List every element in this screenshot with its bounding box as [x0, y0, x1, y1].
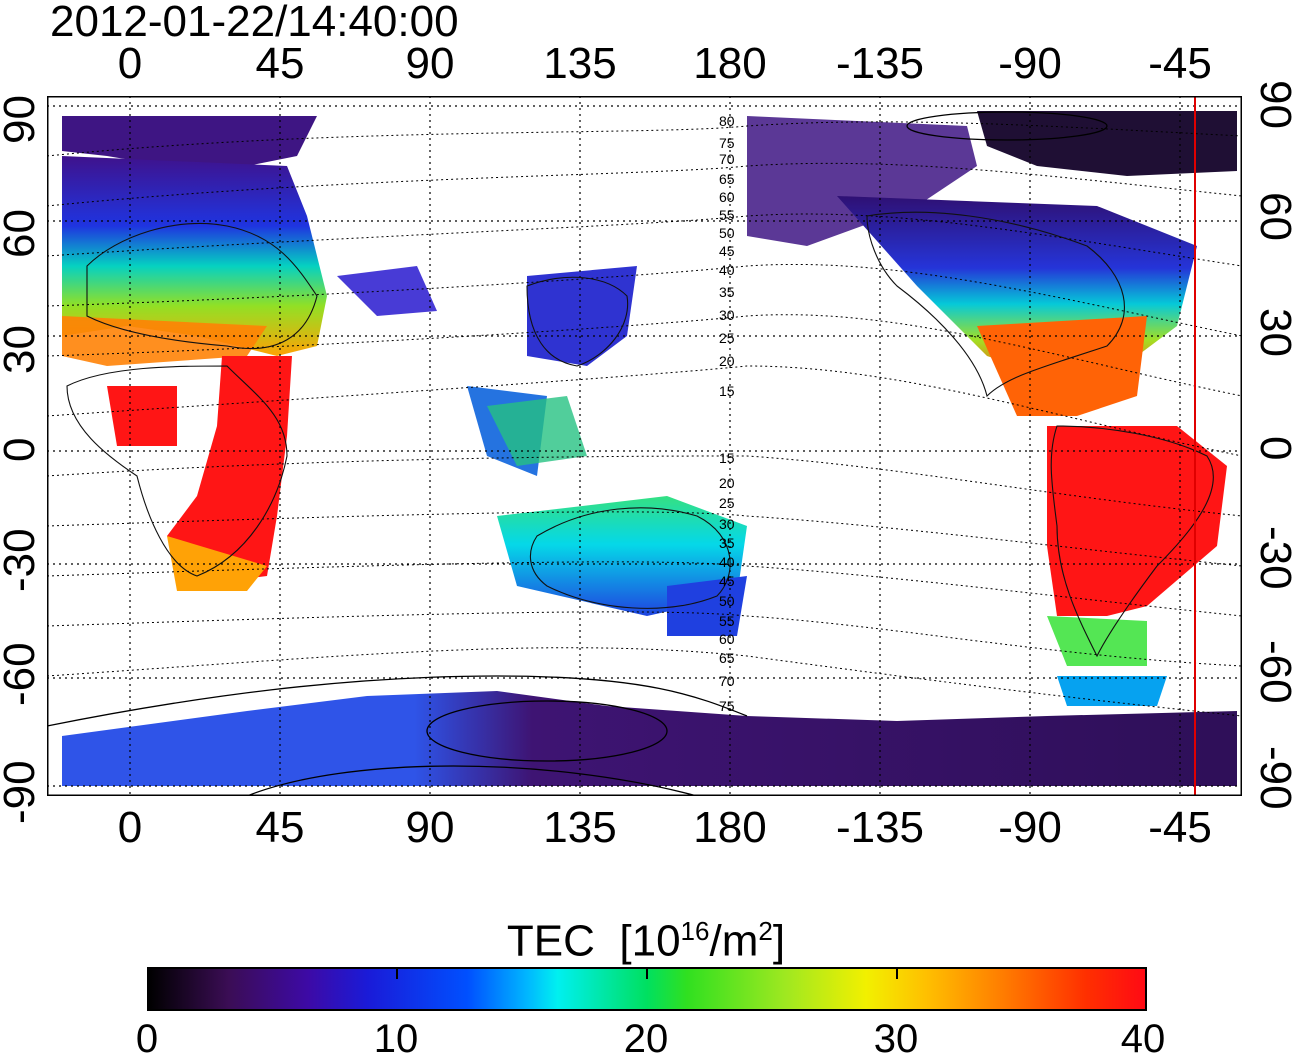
colorbar-unit-open: [10: [619, 916, 681, 966]
top-longitude-tick: -45: [1148, 39, 1212, 88]
top-longitude-tick: 180: [693, 39, 767, 88]
contour-label: 30: [719, 307, 735, 323]
polar-contours: [47, 111, 1108, 796]
colorbar-unit-close: ]: [772, 916, 786, 966]
contour-label: 40: [719, 262, 735, 278]
colorbar-tick-mark: [896, 967, 898, 979]
tec-data-layer: [62, 111, 1237, 786]
left-latitude-tick: 30: [0, 325, 44, 374]
map-frame: [47, 96, 1242, 796]
top-longitude-tick: 0: [117, 39, 143, 88]
left-latitude-tick: -90: [0, 760, 44, 824]
contour-label: 25: [719, 495, 735, 511]
colorbar-tick-mark: [646, 967, 648, 979]
left-latitude-tick: -30: [0, 528, 44, 592]
contour-label: 20: [719, 475, 735, 491]
right-latitude-tick: 90: [1251, 80, 1292, 129]
colorbar-unit-exponent-2: 2: [758, 916, 773, 946]
contour-label: 25: [719, 330, 735, 346]
contour-lines: [47, 121, 1242, 717]
top-longitude-tick: 135: [543, 39, 617, 88]
top-longitude-tick: -90: [998, 39, 1062, 88]
contour-label: 60: [719, 631, 735, 647]
right-latitude-tick: -90: [1251, 746, 1292, 810]
top-longitude-tick: 90: [405, 39, 455, 88]
left-latitude-tick: 60: [0, 209, 44, 258]
contour-label: 55: [719, 613, 735, 629]
contour-label: 45: [719, 243, 735, 259]
contour-label: 50: [719, 593, 735, 609]
right-latitude-tick: -30: [1251, 526, 1292, 590]
data-gap-layer: [307, 156, 1007, 686]
right-latitude-tick: 30: [1251, 308, 1292, 357]
bottom-longitude-tick: 90: [405, 803, 455, 852]
right-latitude-tick: 60: [1251, 192, 1292, 241]
left-latitude-tick: 0: [0, 438, 44, 462]
bottom-longitude-tick: -135: [835, 803, 925, 852]
contour-label: 55: [719, 207, 735, 223]
colorbar-tick-label: 30: [873, 1017, 919, 1061]
colorbar-quantity: TEC: [506, 916, 595, 966]
colorbar-unit-denominator: /m: [709, 916, 759, 966]
contour-label: 65: [719, 171, 735, 187]
left-latitude-tick: -60: [0, 642, 44, 706]
contour-label: 15: [719, 450, 735, 466]
top-longitude-tick: -135: [835, 39, 925, 88]
contour-label: 35: [719, 284, 735, 300]
right-latitude-tick: 0: [1251, 436, 1292, 460]
contour-label: 40: [719, 554, 735, 570]
contour-label: 20: [719, 353, 735, 369]
contour-label: 35: [719, 535, 735, 551]
colorbar-unit-exponent: 16: [680, 916, 710, 946]
contour-label: 70: [719, 151, 735, 167]
contour-label: 75: [719, 698, 735, 714]
graticule: [47, 96, 1242, 796]
colorbar-title: TEC [1016/m2]: [0, 906, 1292, 967]
bottom-longitude-tick: 135: [543, 803, 617, 852]
bottom-longitude-tick: 0: [117, 803, 143, 852]
colorbar-tick-label: 10: [373, 1017, 419, 1061]
contour-label-group: 8075706560555045403530252015152025303540…: [719, 113, 735, 714]
coastlines: [66, 211, 1214, 658]
colorbar-tick-label: 20: [623, 1017, 669, 1061]
bottom-longitude-tick: 45: [255, 803, 305, 852]
colorbar-tick-label: 40: [1120, 1017, 1166, 1061]
map-timestamp-title: 2012-01-22/14:40:00: [50, 0, 459, 46]
colorbar-tick-label: 0: [135, 1017, 159, 1061]
top-longitude-tick: 45: [255, 39, 305, 88]
contour-label: 50: [719, 225, 735, 241]
right-latitude-tick: -60: [1251, 640, 1292, 704]
contour-label: 70: [719, 673, 735, 689]
contour-label: 75: [719, 135, 735, 151]
colorbar-tick-mark: [396, 967, 398, 979]
contour-label: 15: [719, 383, 735, 399]
contour-label: 45: [719, 573, 735, 589]
bottom-longitude-tick: -45: [1148, 803, 1212, 852]
contour-label: 65: [719, 650, 735, 666]
contour-label: 80: [719, 113, 735, 129]
left-latitude-tick: 90: [0, 95, 44, 144]
contour-label: 30: [719, 516, 735, 532]
contour-label: 60: [719, 189, 735, 205]
bottom-longitude-tick: -90: [998, 803, 1062, 852]
bottom-longitude-tick: 180: [693, 803, 767, 852]
tec-world-map: 8075706560555045403530252015152025303540…: [47, 96, 1242, 796]
